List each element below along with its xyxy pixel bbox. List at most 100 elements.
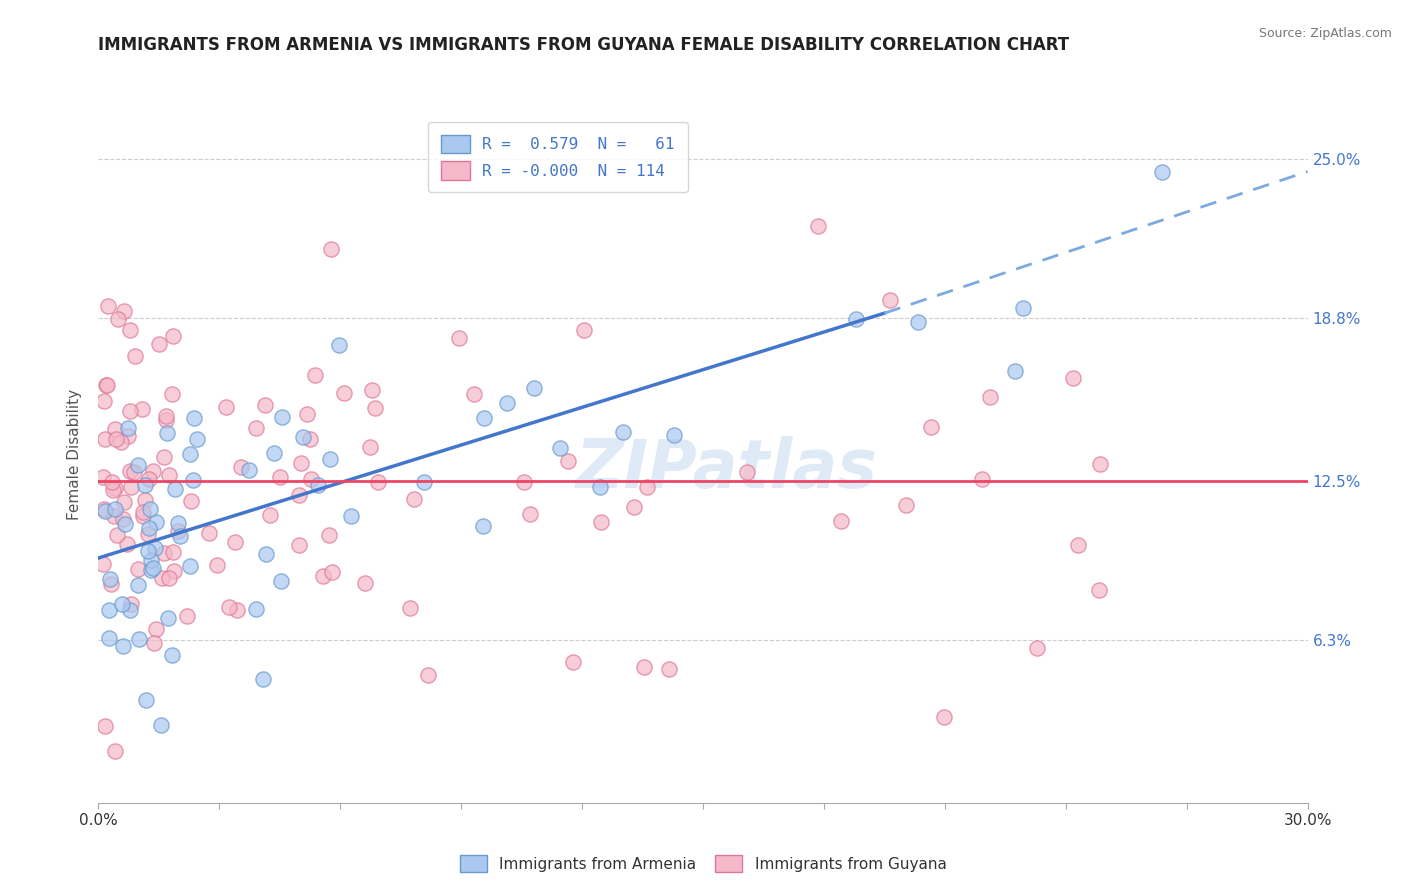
Point <box>98 602 121 616</box>
Point <box>101 483 124 497</box>
Point <box>845 312 868 326</box>
Point <box>735 466 758 480</box>
Point <box>94 433 117 447</box>
Point <box>112 639 135 653</box>
Point <box>664 427 686 442</box>
Point <box>319 242 342 256</box>
Point <box>117 428 139 442</box>
Point <box>94 504 117 518</box>
Point <box>120 480 142 494</box>
Point <box>153 546 176 560</box>
Point <box>145 515 167 529</box>
Point <box>318 528 340 542</box>
Point <box>270 574 292 588</box>
Point <box>548 441 571 455</box>
Point <box>463 387 485 401</box>
Legend: Immigrants from Armenia, Immigrants from Guyana: Immigrants from Armenia, Immigrants from… <box>451 847 955 880</box>
Point <box>519 507 541 521</box>
Point <box>156 425 179 440</box>
Point <box>104 481 127 495</box>
Point <box>447 330 470 344</box>
Point <box>263 446 285 460</box>
Point <box>105 432 128 446</box>
Point <box>591 516 613 530</box>
Text: IMMIGRANTS FROM ARMENIA VS IMMIGRANTS FROM GUYANA FEMALE DISABILITY CORRELATION : IMMIGRANTS FROM ARMENIA VS IMMIGRANTS FR… <box>98 36 1070 54</box>
Point <box>132 505 155 519</box>
Point <box>104 744 127 758</box>
Point <box>1150 165 1173 179</box>
Point <box>134 492 156 507</box>
Point <box>181 473 204 487</box>
Point <box>238 463 260 477</box>
Point <box>496 396 519 410</box>
Point <box>226 603 249 617</box>
Text: Source: ZipAtlas.com: Source: ZipAtlas.com <box>1258 27 1392 40</box>
Point <box>124 465 146 479</box>
Point <box>186 432 208 446</box>
Point <box>271 410 294 425</box>
Point <box>160 387 183 401</box>
Point <box>112 494 135 508</box>
Point <box>100 475 122 489</box>
Point <box>127 562 149 576</box>
Point <box>179 559 201 574</box>
Point <box>180 494 202 508</box>
Point <box>157 571 180 585</box>
Point <box>167 524 190 538</box>
Point <box>114 517 136 532</box>
Point <box>138 472 160 486</box>
Point <box>169 529 191 543</box>
Point <box>157 611 180 625</box>
Point <box>1088 457 1111 471</box>
Point <box>105 528 128 542</box>
Point <box>127 578 149 592</box>
Point <box>131 508 153 523</box>
Point <box>143 541 166 555</box>
Point <box>162 329 184 343</box>
Point <box>318 451 340 466</box>
Point <box>120 603 142 617</box>
Point <box>136 527 159 541</box>
Point <box>307 478 329 492</box>
Point <box>561 655 583 669</box>
Point <box>245 602 267 616</box>
Point <box>179 447 201 461</box>
Point <box>1087 582 1109 597</box>
Point <box>354 575 377 590</box>
Point <box>218 599 240 614</box>
Point <box>589 480 612 494</box>
Point <box>134 478 156 492</box>
Point <box>136 544 159 558</box>
Text: ZIPatlas: ZIPatlas <box>576 436 879 502</box>
Point <box>633 660 655 674</box>
Point <box>333 386 356 401</box>
Point <box>360 383 382 397</box>
Point <box>91 469 114 483</box>
Point <box>139 563 162 577</box>
Point <box>1067 538 1090 552</box>
Point <box>145 622 167 636</box>
Point <box>907 315 929 329</box>
Point <box>139 502 162 516</box>
Point <box>636 480 658 494</box>
Point <box>287 538 309 552</box>
Point <box>100 577 122 591</box>
Point <box>297 407 319 421</box>
Point <box>523 381 546 395</box>
Point <box>879 293 901 307</box>
Point <box>142 635 165 649</box>
Point <box>970 472 993 486</box>
Point <box>98 573 121 587</box>
Point <box>471 519 494 533</box>
Point <box>120 597 142 611</box>
Point <box>163 564 186 578</box>
Point <box>252 673 274 687</box>
Point <box>290 456 312 470</box>
Point <box>311 569 333 583</box>
Point <box>328 338 350 352</box>
Point <box>304 368 326 382</box>
Point <box>229 459 252 474</box>
Point <box>979 390 1001 404</box>
Point <box>364 401 387 416</box>
Point <box>205 558 228 572</box>
